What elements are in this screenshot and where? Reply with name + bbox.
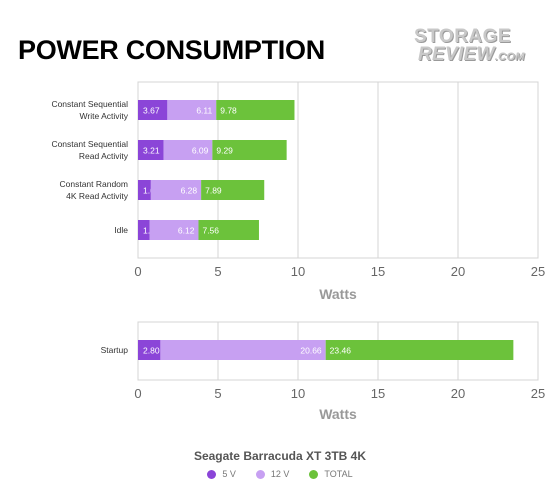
bar-startup-total	[325, 340, 514, 360]
data-label-constant-sequential-write-activity-12v: 6.11	[196, 106, 212, 116]
data-label-constant-sequential-read-activity-12v: 6.09	[192, 146, 209, 156]
data-label-constant-sequential-read-activity-total: 9.29	[216, 146, 233, 156]
page-title: POWER CONSUMPTION	[18, 35, 325, 65]
category-label-constant-sequential-read-activity: Constant Sequential Read Activity	[51, 139, 128, 161]
legend-swatch-5v	[207, 469, 217, 479]
storagereview-logo: STORAGE REVIEW.COM	[412, 26, 540, 68]
x-tick-label-2-10: 10	[291, 386, 305, 401]
x-tick-label-2-0: 0	[134, 386, 141, 401]
data-label-idle-total: 7.56	[202, 226, 219, 236]
x-tick-label-2-5: 5	[214, 386, 221, 401]
legend: 5 V 12 V TOTAL	[0, 469, 560, 479]
x-tick-label-2-15: 15	[371, 386, 385, 401]
x-tick-label-1-10: 10	[291, 264, 305, 279]
data-label-constant-sequential-write-activity-5v: 3.67	[143, 106, 160, 116]
bar-idle-total	[198, 220, 259, 240]
x-tick-label-1-0: 0	[134, 264, 141, 279]
bar-constant-random-4k-read-activity-12v	[150, 180, 202, 200]
category-label-constant-sequential-write-activity: Constant Sequential Write Activity	[51, 99, 128, 121]
bar-constant-sequential-write-activity-5v	[138, 100, 168, 120]
legend-item-total[interactable]: TOTAL	[309, 469, 353, 479]
legend-item-5v[interactable]: 5 V	[207, 469, 236, 479]
legend-title: Seagate Barracuda XT 3TB 4K	[193, 449, 367, 463]
legend-label-5v: 5 V	[222, 469, 236, 479]
logo-bottom-text: REVIEW.COM	[418, 44, 525, 66]
x-tick-label-1-15: 15	[371, 264, 385, 279]
bar-startup-12v	[160, 340, 326, 360]
data-label-idle-12v: 6.12	[178, 226, 195, 236]
category-label-idle: Idle	[114, 225, 128, 235]
data-label-constant-sequential-write-activity-total: 9.78	[220, 106, 237, 116]
x-axis-label-1: Watts	[319, 286, 357, 302]
legend-item-12v[interactable]: 12 V	[255, 469, 290, 479]
logo-bottom-word: REVIEW	[418, 44, 495, 65]
category-label-constant-random-4k-read-activity: Constant Random 4K Read Activity	[59, 179, 128, 201]
x-tick-label-2-20: 20	[451, 386, 465, 401]
legend-label-12v: 12 V	[270, 469, 290, 479]
data-label-constant-random-4k-read-activity-12v: 6.28	[181, 186, 198, 196]
bar-constant-sequential-read-activity-12v	[163, 140, 213, 160]
bar-constant-sequential-read-activity-total	[212, 140, 287, 160]
data-label-startup-5v: 2.80	[143, 346, 160, 356]
bar-constant-sequential-write-activity-total	[216, 100, 295, 120]
x-tick-label-2-25: 25	[531, 386, 545, 401]
data-label-constant-sequential-read-activity-5v: 3.21	[143, 146, 160, 156]
legend-label-total: TOTAL	[324, 469, 353, 479]
x-axis-label-2: Watts	[319, 406, 357, 422]
x-tick-label-1-5: 5	[214, 264, 221, 279]
bar-constant-sequential-write-activity-12v	[167, 100, 217, 120]
legend-swatch-12v	[255, 469, 265, 479]
data-label-startup-total: 23.46	[330, 346, 352, 356]
x-tick-label-1-20: 20	[451, 264, 465, 279]
bar-idle-12v	[149, 220, 199, 240]
logo-suffix: .COM	[494, 51, 525, 63]
data-label-constant-random-4k-read-activity-total: 7.89	[205, 186, 222, 196]
legend-swatch-total	[309, 469, 319, 479]
bar-idle-5v	[138, 220, 150, 240]
logo-top-text: STORAGE	[414, 26, 512, 47]
x-tick-label-1-25: 25	[531, 264, 545, 279]
bar-constant-random-4k-read-activity-5v	[138, 180, 151, 200]
data-label-startup-12v: 20.66	[300, 346, 322, 356]
category-label-startup: Startup	[101, 345, 129, 355]
bar-constant-random-4k-read-activity-total	[201, 180, 265, 200]
bar-startup-5v	[138, 340, 161, 360]
bar-constant-sequential-read-activity-5v	[138, 140, 164, 160]
